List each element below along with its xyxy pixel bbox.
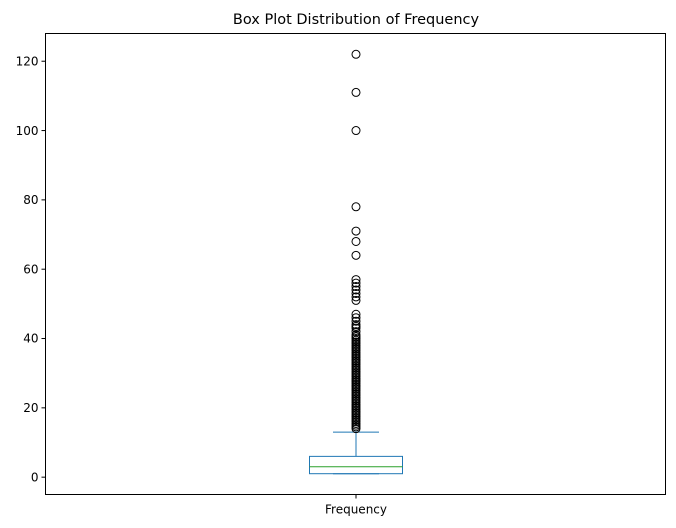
iqr-box <box>309 455 403 475</box>
x-tick-label: Frequency <box>325 503 387 517</box>
y-tick-label: 100 <box>16 124 39 138</box>
outlier-point <box>351 226 361 236</box>
y-tick-label: 60 <box>23 262 38 276</box>
y-tick-label: 40 <box>23 332 38 346</box>
outlier-point <box>351 285 361 295</box>
outlier-point <box>351 330 361 340</box>
outlier-point <box>351 236 361 246</box>
outlier-point <box>351 49 361 59</box>
outlier-point <box>351 278 361 288</box>
outlier-point <box>351 309 361 319</box>
outlier-point <box>351 126 361 136</box>
y-tick-label: 20 <box>23 401 38 415</box>
outlier-point <box>351 292 361 302</box>
chart-title: Box Plot Distribution of Frequency <box>233 12 480 28</box>
outlier-point <box>351 202 361 212</box>
plot-area <box>309 49 403 475</box>
y-tick-label: 80 <box>23 193 38 207</box>
outlier-point <box>351 87 361 97</box>
outlier-point <box>351 320 361 330</box>
outlier-point <box>351 282 361 292</box>
outlier-point <box>351 288 361 298</box>
outlier-point <box>351 313 361 323</box>
outlier-point <box>351 275 361 285</box>
outlier-point <box>351 295 361 305</box>
y-axis: 0 20 40 60 80 100 120 <box>16 54 46 484</box>
x-axis: Frequency <box>325 494 387 517</box>
outlier-point <box>351 316 361 326</box>
y-tick-label: 120 <box>16 54 39 68</box>
outlier-point <box>351 250 361 260</box>
outlier-point <box>351 327 361 337</box>
y-tick-label: 0 <box>31 470 39 484</box>
